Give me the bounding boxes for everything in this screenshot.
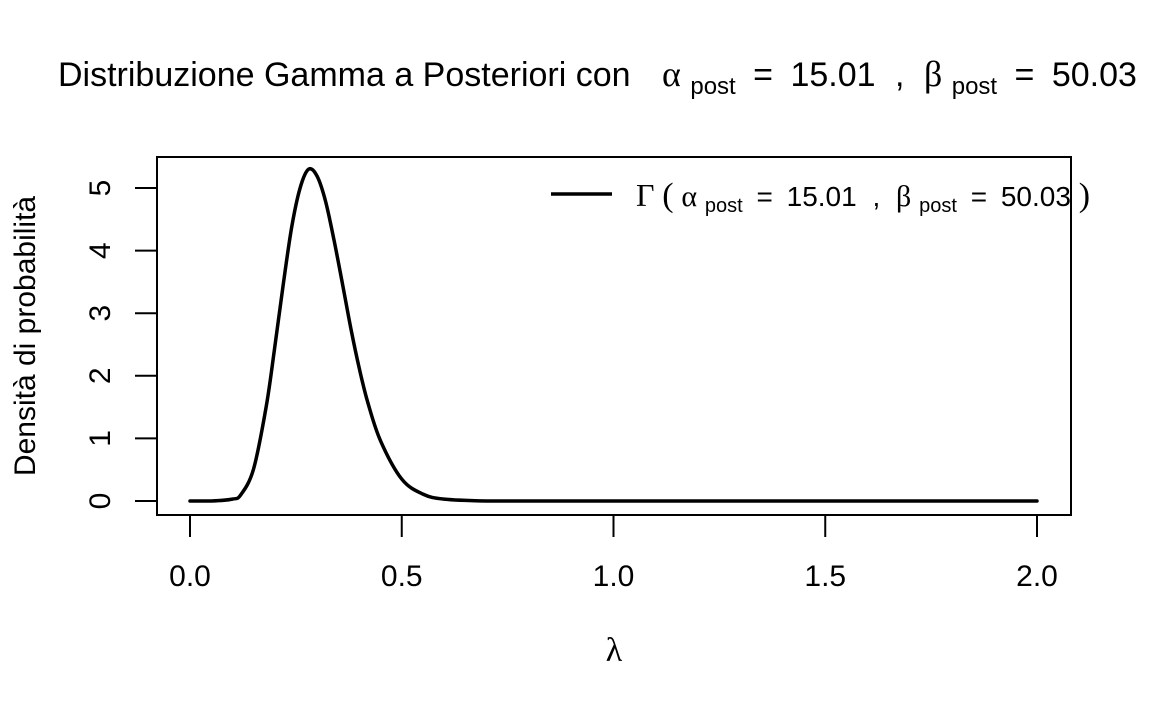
legend-alpha-value: 15.01 bbox=[787, 181, 857, 212]
legend-open-paren: ( bbox=[662, 177, 673, 214]
legend-close-paren: ) bbox=[1079, 177, 1090, 214]
y-axis-label: Densità di probabilità bbox=[9, 196, 42, 476]
title-beta-symbol: β bbox=[924, 54, 942, 94]
x-tick-label: 0.5 bbox=[381, 560, 423, 593]
chart-title-prefix: Distribuzione Gamma a Posteriori con bbox=[58, 56, 631, 94]
y-tick-label: 0 bbox=[84, 493, 117, 510]
x-tick-label: 1.5 bbox=[804, 560, 846, 593]
title-alpha-value: 15.01 bbox=[790, 56, 875, 94]
x-tick-label: 0.0 bbox=[169, 560, 211, 593]
title-separator: , bbox=[895, 56, 904, 94]
legend-alpha-equals: = bbox=[756, 181, 772, 212]
legend-separator: , bbox=[872, 181, 880, 212]
title-beta-equals: = bbox=[1015, 56, 1035, 94]
y-tick-label: 2 bbox=[84, 367, 117, 384]
y-tick-label: 4 bbox=[84, 242, 117, 259]
y-tick-label: 1 bbox=[84, 430, 117, 447]
title-alpha-symbol: α bbox=[662, 54, 681, 94]
chart-title: Distribuzione Gamma a Posteriori con α p… bbox=[58, 54, 1137, 102]
title-alpha-subscript: post bbox=[690, 73, 736, 100]
legend-beta-symbol: β bbox=[896, 180, 911, 213]
legend-beta-subscript: post bbox=[919, 195, 957, 217]
title-beta-subscript: post bbox=[952, 73, 998, 100]
y-tick-label: 3 bbox=[84, 305, 117, 322]
x-tick-label: 2.0 bbox=[1016, 560, 1058, 593]
legend-alpha-subscript: post bbox=[705, 195, 743, 217]
x-axis-label: λ bbox=[606, 632, 623, 669]
series-line-gamma-posterior bbox=[188, 166, 1039, 503]
legend-alpha-symbol: α bbox=[681, 180, 697, 213]
y-tick-label: 5 bbox=[84, 180, 117, 197]
x-axis: 0.0 0.5 1.0 1.5 2.0 bbox=[169, 514, 1058, 593]
legend-label: Γ ( α post = 15.01 , β post = 50.03 ) bbox=[636, 177, 1090, 218]
x-tick-label: 1.0 bbox=[593, 560, 635, 593]
legend-beta-value: 50.03 bbox=[1001, 181, 1071, 212]
legend-beta-equals: = bbox=[971, 181, 987, 212]
legend: Γ ( α post = 15.01 , β post = 50.03 ) bbox=[551, 177, 1090, 218]
title-alpha-equals: = bbox=[753, 56, 773, 94]
legend-gamma-symbol: Γ bbox=[636, 177, 655, 213]
title-beta-value: 50.03 bbox=[1052, 56, 1137, 94]
y-axis: 0 1 2 3 4 5 bbox=[84, 180, 158, 510]
